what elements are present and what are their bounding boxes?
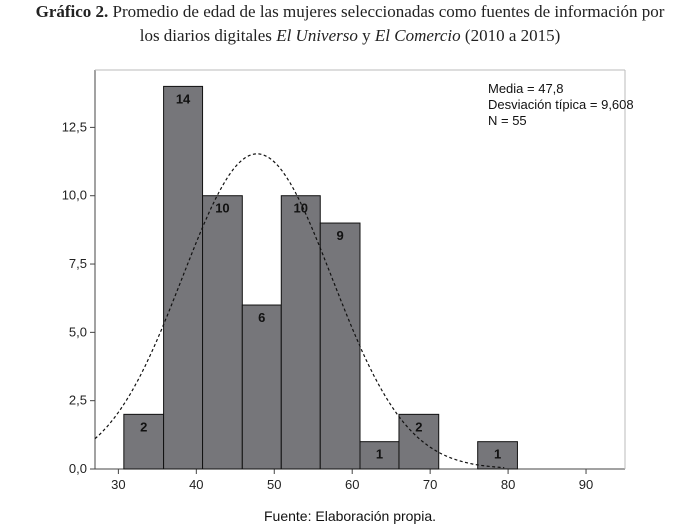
x-tick-label: 40 [189,477,203,492]
bar-count-label: 10 [215,201,229,216]
x-tick-label: 30 [111,477,125,492]
bar-count-label: 1 [376,447,383,462]
stats-line: Desviación típica = 9,608 [488,97,634,112]
histogram-bar [359,441,400,470]
x-tick-label: 70 [423,477,437,492]
histogram-bar [398,413,440,470]
axes: 0,0 2,5 5,0 7,5 10,0 12,5 30 40 50 60 70 80 90 [62,69,626,492]
x-tick-label: 60 [345,477,359,492]
bar-count-label: 2 [140,419,147,434]
bar-count-label: 1 [494,447,501,462]
normal-curve [94,153,505,469]
bar-count-label: 9 [337,228,344,243]
histogram-bar [477,441,518,470]
figure-caption: Gráfico 2. Promedio de edad de las mujer… [0,0,700,48]
bar-count-label: 14 [176,91,191,106]
x-tick-label: 50 [267,477,281,492]
x-tick-label: 80 [501,477,515,492]
source-note: Fuente: Elaboración propia. [264,508,436,524]
bar-count-label: 10 [294,201,308,216]
y-tick-label: 5,0 [69,324,87,339]
bar-labels: 2 14 10 6 10 9 1 2 1 [140,91,501,461]
caption-paper-2: El Comercio [374,26,461,45]
histogram-bar [202,195,243,470]
caption-label: Gráfico 2. [35,2,109,21]
histogram-bar [123,413,165,470]
histogram-bar [241,304,282,470]
y-tick-label: 12,5 [62,119,87,134]
histogram-bar [280,195,321,470]
caption-text-c: y [357,26,375,45]
normal-curve-group [94,153,505,469]
stats-line: N = 55 [488,113,527,128]
bar-count-label: 6 [258,310,265,325]
caption-text-b: los diarios digitales [139,26,277,45]
bar-count-label: 2 [415,419,422,434]
caption-paper-1: El Universo [276,26,358,45]
stats-line: Media = 47,8 [488,81,564,96]
caption-text-d: (2010 a 2015) [460,26,561,45]
caption-line-1: Gráfico 2. Promedio de edad de las mujer… [0,0,700,24]
caption-line-2: los diarios digitales El Universo y El C… [0,24,700,48]
x-tick-label: 90 [579,477,593,492]
y-tick-label: 10,0 [62,188,87,203]
bars [123,85,518,470]
y-tick-label: 2,5 [69,393,87,408]
histogram-bar [319,222,361,470]
caption-text-a: Promedio de edad de las mujeres seleccio… [108,2,665,21]
y-tick-label: 0,0 [69,461,87,476]
histogram-bar [163,85,204,470]
y-tick-label: 7,5 [69,256,87,271]
